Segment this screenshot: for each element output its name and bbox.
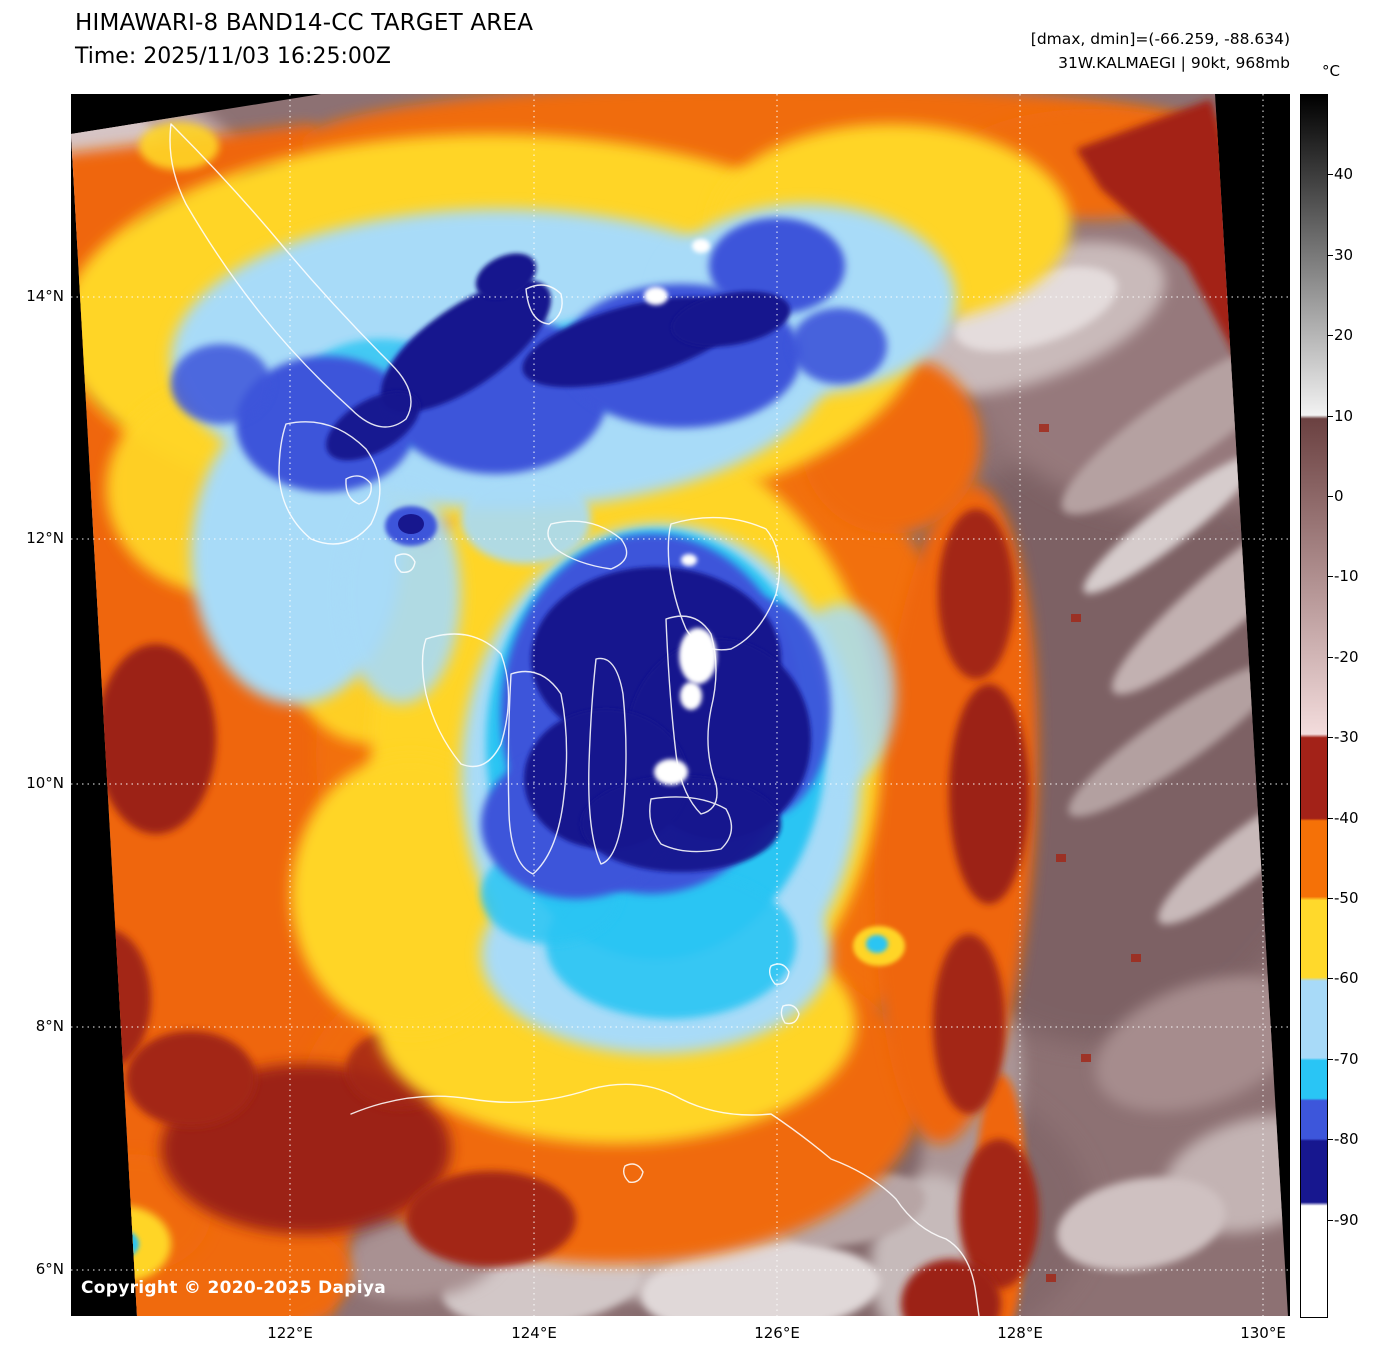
copyright-text: Copyright © 2020-2025 Dapiya — [81, 1278, 386, 1298]
lon-label: 124°E — [511, 1324, 557, 1342]
colorbar-unit: °C — [1322, 62, 1340, 80]
colorbar-tick — [1327, 496, 1333, 497]
coastlines — [169, 123, 980, 1316]
colorbar-tick-label: -60 — [1334, 969, 1359, 987]
colorbar-tick — [1327, 335, 1333, 336]
lon-label: 122°E — [267, 1324, 313, 1342]
lon-label: 126°E — [754, 1324, 800, 1342]
lat-label: 6°N — [35, 1260, 64, 1278]
colorbar-tick — [1327, 576, 1333, 577]
colorbar-tick-label: -10 — [1334, 567, 1359, 585]
timestamp: Time: 2025/11/03 16:25:00Z — [75, 44, 391, 69]
colorbar-tick — [1327, 737, 1333, 738]
gridlines — [71, 94, 1290, 1316]
colorbar-tick-label: 30 — [1334, 246, 1354, 264]
satellite-image — [71, 94, 1290, 1316]
chart-title: HIMAWARI-8 BAND14-CC TARGET AREA — [75, 10, 534, 36]
map-area: Copyright © 2020-2025 Dapiya — [71, 94, 1290, 1316]
colorbar-tick-label: -20 — [1334, 648, 1359, 666]
colorbar-tick — [1327, 1220, 1333, 1221]
colorbar-tick-label: 20 — [1334, 326, 1354, 344]
colorbar-tick — [1327, 657, 1333, 658]
colorbar-tick — [1327, 1059, 1333, 1060]
colorbar-tick-label: 0 — [1334, 487, 1344, 505]
colorbar-tick — [1327, 255, 1333, 256]
colorbar-tick — [1327, 1139, 1333, 1140]
colorbar-tick-label: -70 — [1334, 1050, 1359, 1068]
colorbar-tick-label: -90 — [1334, 1211, 1359, 1229]
storm-info: 31W.KALMAEGI | 90kt, 968mb — [1058, 54, 1290, 72]
lat-label: 8°N — [35, 1017, 64, 1035]
lat-label: 10°N — [26, 774, 64, 792]
colorbar-tick — [1327, 978, 1333, 979]
lat-label: 14°N — [26, 287, 64, 305]
colorbar-tick — [1327, 898, 1333, 899]
colorbar-tick — [1327, 818, 1333, 819]
lat-label: 12°N — [26, 529, 64, 547]
colorbar-tick-label: -40 — [1334, 809, 1359, 827]
colorbar-tick-label: -30 — [1334, 728, 1359, 746]
colorbar-tick-label: 40 — [1334, 165, 1354, 183]
lon-label: 130°E — [1240, 1324, 1286, 1342]
colorbar — [1300, 94, 1328, 1318]
lon-label: 128°E — [997, 1324, 1043, 1342]
navy-cores — [326, 253, 811, 872]
colorbar-tick-label: 10 — [1334, 407, 1354, 425]
colorbar-tick — [1327, 416, 1333, 417]
colorbar-tick-label: -50 — [1334, 889, 1359, 907]
dmax-dmin-readout: [dmax, dmin]=(-66.259, -88.634) — [1030, 30, 1290, 48]
colorbar-tick — [1327, 174, 1333, 175]
colorbar-tick-label: -80 — [1334, 1130, 1359, 1148]
